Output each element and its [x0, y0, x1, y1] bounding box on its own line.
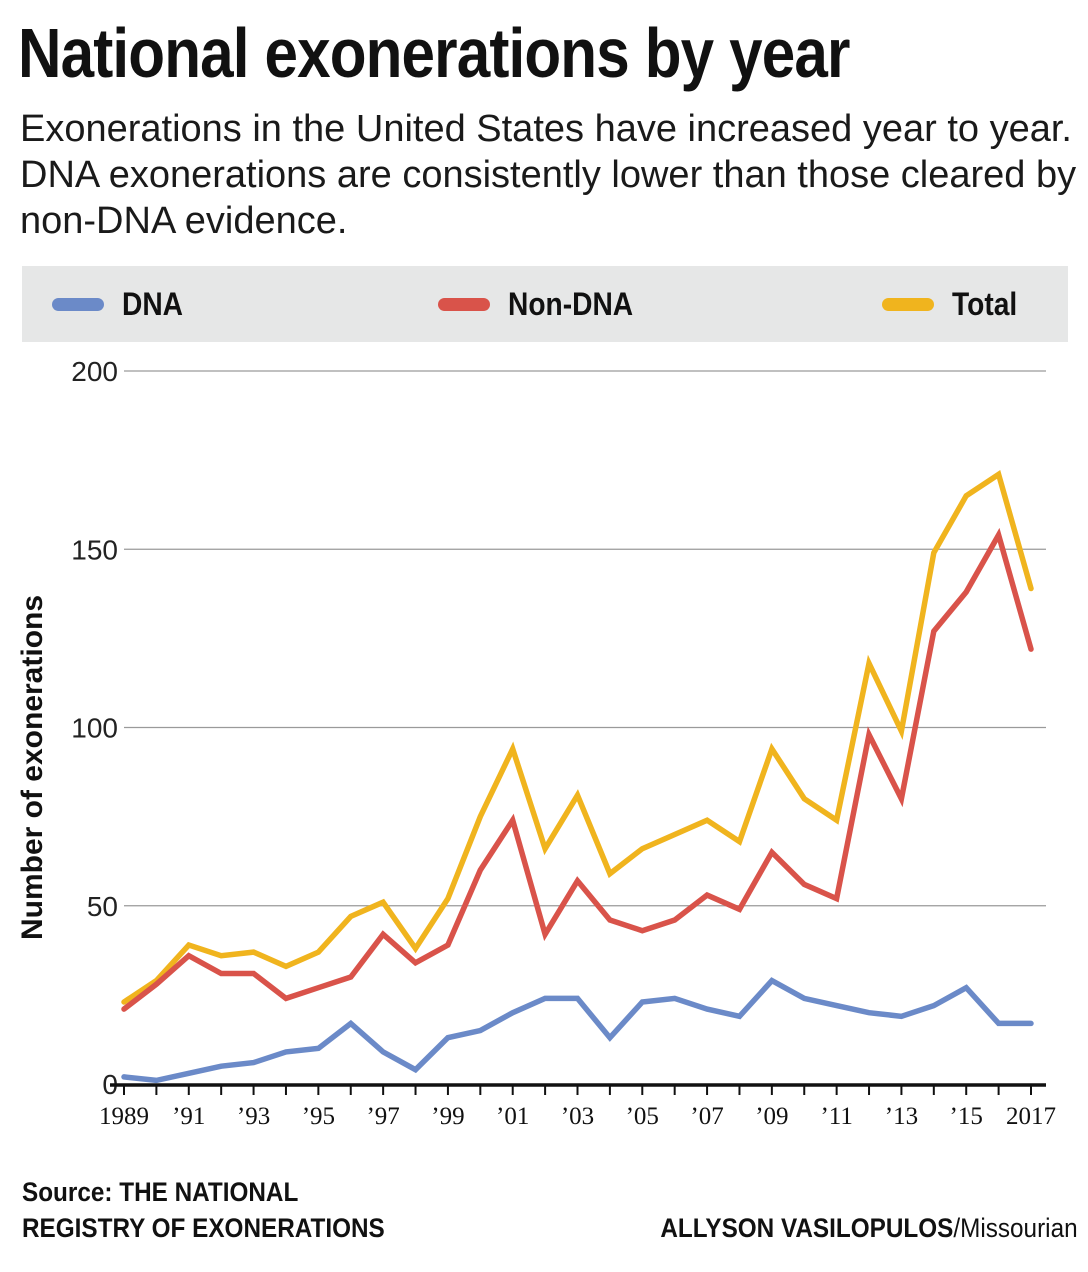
source-line-1: Source: THE NATIONAL: [22, 1177, 299, 1207]
x-tick-label-2003: ’03: [561, 1103, 594, 1130]
legend-swatch-non-dna: [438, 297, 490, 311]
credit-line: ALLYSON VASILOPULOS/Missourian: [661, 1210, 1078, 1246]
x-tick-label-1989: 1989: [99, 1103, 149, 1130]
y-tick-label-200: 200: [71, 356, 118, 387]
x-tick-label-2015: ’15: [950, 1103, 983, 1130]
source-line-2: REGISTRY OF EXONERATIONS: [22, 1213, 385, 1243]
x-tick-label-1995: ’95: [302, 1103, 335, 1130]
legend: DNA Non-DNA Total: [22, 266, 1068, 342]
x-tick-label-2017: 2017: [1006, 1103, 1056, 1130]
gridlines: [124, 370, 1046, 907]
x-tick-label-2005: ’05: [626, 1103, 659, 1130]
legend-label-total: Total: [952, 285, 1018, 322]
series-lines: [121, 470, 1034, 1084]
credit-author: ALLYSON VASILOPULOS: [660, 1213, 954, 1243]
x-tick-label-1993: ’93: [237, 1103, 270, 1130]
x-tick-label-2001: ’01: [496, 1103, 529, 1130]
series-line-total: [121, 470, 1034, 1005]
x-tick-label-1997: ’97: [366, 1103, 399, 1130]
legend-swatch-dna: [52, 297, 104, 311]
y-axis-ticks: 050100150200: [71, 356, 118, 1100]
line-chart: 050100150200 1989’91’93’95’97’99’01’03’0…: [16, 356, 1056, 1130]
x-tick-label-1991: ’91: [172, 1103, 205, 1130]
x-tick-label-2011: ’11: [820, 1103, 852, 1130]
x-tick-label-1999: ’99: [431, 1103, 464, 1130]
credit-outlet: /Missourian: [953, 1213, 1078, 1243]
legend-label-non-dna: Non-DNA: [508, 285, 634, 322]
series-line-dna: [121, 977, 1034, 1084]
legend-item-non-dna: Non-DNA: [438, 266, 650, 342]
legend-item-dna: DNA: [52, 266, 191, 342]
chart-title: National exonerations by year: [18, 14, 850, 92]
x-tick-label-2007: ’07: [690, 1103, 723, 1130]
y-tick-label-100: 100: [71, 713, 118, 744]
x-tick-label-2013: ’13: [885, 1103, 918, 1130]
series-line-non-dna: [121, 527, 1034, 1012]
legend-item-total: Total: [882, 266, 1026, 342]
source-note: Source: THE NATIONAL REGISTRY OF EXONERA…: [22, 1174, 385, 1246]
y-tick-label-50: 50: [87, 891, 118, 922]
chart-subtitle: Exonerations in the United States have i…: [20, 108, 1077, 242]
x-tick-label-2009: ’09: [755, 1103, 788, 1130]
x-axis: 1989 ’91 ’93 ’95 ’97 ’99 ’01 ’03 ’05 ’07 ’09 ’11 ’13…: [99, 1083, 1056, 1130]
y-axis-label: Number of exonerations: [16, 595, 49, 940]
y-tick-label-150: 150: [71, 534, 118, 565]
legend-swatch-total: [882, 297, 934, 311]
legend-label-dna: DNA: [122, 285, 184, 322]
